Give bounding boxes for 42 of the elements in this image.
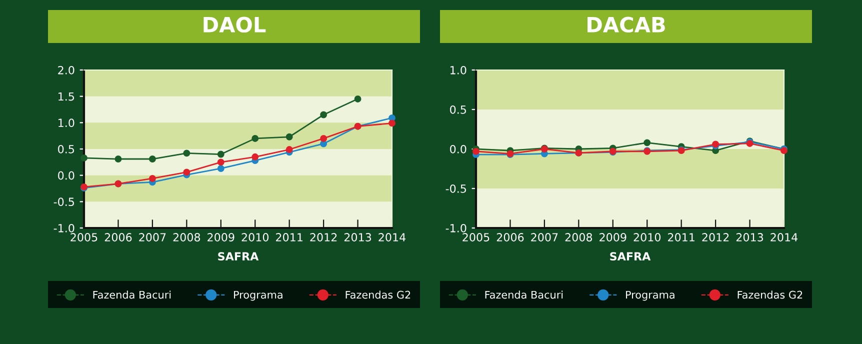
- legend-label: Fazendas G2: [346, 290, 410, 299]
- chart-title: DACAB: [588, 16, 665, 33]
- legend-label: Fazenda Bacuri: [485, 290, 563, 299]
- legend-label: Programa: [234, 290, 282, 301]
- x-tick-label: 2011: [668, 233, 694, 242]
- y-tick-label: 1.0: [450, 66, 466, 74]
- y-tick-label: -1.0: [446, 224, 466, 232]
- x-tick-label: 2012: [702, 233, 729, 242]
- x-tick-label: 2008: [173, 233, 200, 242]
- legend-label: Programa: [626, 290, 674, 301]
- x-tick-label: 2010: [634, 233, 661, 242]
- y-tick-label: 1.0: [58, 118, 74, 128]
- x-axis-title: SAFRA: [610, 252, 651, 261]
- x-tick-label: 2011: [276, 233, 302, 242]
- y-tick-label: 0.5: [58, 144, 74, 154]
- legend-label: Fazendas G2: [738, 290, 802, 299]
- x-tick-label: 2007: [531, 233, 558, 242]
- y-tick-label: 2.0: [58, 66, 74, 74]
- x-tick-label: 2006: [496, 233, 524, 242]
- legend-label: Fazenda Bacuri: [93, 290, 171, 299]
- x-tick-label: 2005: [70, 233, 98, 242]
- y-tick-label: 1.5: [58, 92, 74, 101]
- x-tick-label: 2014: [378, 233, 406, 242]
- chart-title: DAOL: [204, 16, 266, 33]
- x-tick-label: 2008: [565, 233, 592, 242]
- y-tick-label: -0.5: [54, 198, 74, 206]
- x-tick-label: 2010: [242, 233, 269, 242]
- x-tick-label: 2005: [462, 233, 490, 242]
- x-tick-label: 2006: [104, 233, 132, 242]
- x-tick-label: 2009: [208, 233, 234, 242]
- x-tick-label: 2009: [600, 233, 626, 242]
- x-tick-label: 2013: [736, 233, 764, 242]
- x-axis-title: SAFRA: [218, 252, 259, 261]
- y-tick-label: 0.0: [450, 144, 466, 154]
- y-tick-label: 0.0: [58, 171, 74, 180]
- y-tick-label: 0.5: [450, 105, 466, 114]
- x-tick-label: 2007: [139, 233, 166, 242]
- x-tick-label: 2012: [310, 233, 337, 242]
- y-tick-label: -0.5: [446, 184, 466, 193]
- x-tick-label: 2014: [770, 233, 798, 242]
- y-tick-label: -1.0: [54, 224, 74, 232]
- x-tick-label: 2013: [344, 233, 372, 242]
